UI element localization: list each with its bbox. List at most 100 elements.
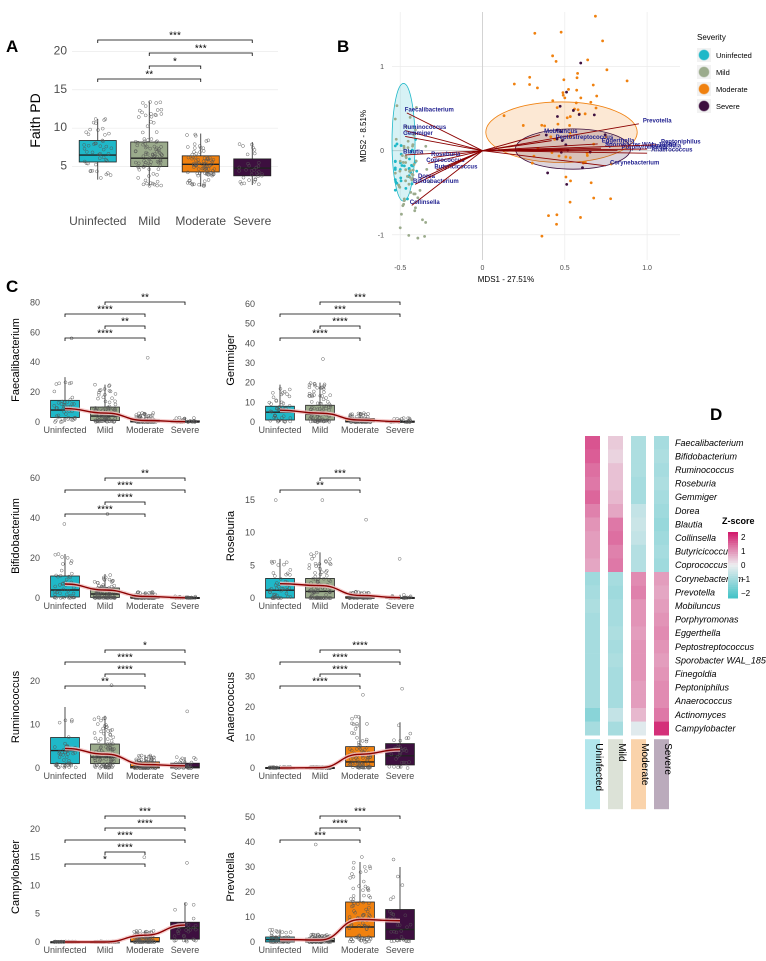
data-point bbox=[279, 596, 283, 600]
row-label-finegoldia: Finegoldia bbox=[675, 669, 717, 679]
data-point bbox=[407, 939, 411, 944]
data-point bbox=[244, 168, 248, 172]
outlier-point bbox=[109, 683, 114, 687]
point-mild bbox=[395, 104, 399, 108]
data-point bbox=[201, 166, 206, 170]
scale-title: Z-score bbox=[722, 516, 755, 526]
data-point bbox=[314, 564, 318, 568]
significance-bracket bbox=[319, 827, 361, 831]
heat-cell bbox=[654, 449, 669, 464]
data-point bbox=[107, 389, 112, 393]
data-point bbox=[154, 147, 158, 152]
data-point bbox=[82, 143, 86, 147]
data-point bbox=[277, 596, 281, 600]
data-point bbox=[211, 158, 216, 162]
data-point bbox=[368, 937, 373, 941]
scale-swatch bbox=[728, 551, 738, 555]
data-point bbox=[146, 161, 151, 166]
point-uninfected bbox=[399, 176, 403, 180]
significance-bracket bbox=[104, 673, 146, 677]
point-moderate bbox=[543, 124, 547, 128]
significance-bracket bbox=[319, 325, 361, 329]
scale-swatch bbox=[728, 556, 738, 559]
data-point bbox=[52, 940, 57, 944]
heat-cell bbox=[608, 436, 623, 450]
data-point bbox=[97, 594, 101, 598]
data-point bbox=[392, 939, 396, 943]
data-point bbox=[97, 584, 101, 588]
point-moderate bbox=[557, 154, 561, 158]
data-point bbox=[254, 165, 258, 170]
data-point bbox=[95, 762, 99, 767]
data-point bbox=[208, 163, 212, 167]
data-point bbox=[152, 144, 157, 149]
significance-bracket bbox=[64, 337, 146, 341]
point-moderate bbox=[586, 58, 590, 62]
data-point bbox=[113, 392, 118, 396]
data-point bbox=[398, 765, 403, 769]
data-point bbox=[193, 596, 197, 600]
data-point bbox=[92, 717, 97, 721]
data-point bbox=[101, 139, 105, 144]
data-point bbox=[105, 159, 109, 163]
data-point bbox=[145, 181, 149, 186]
data-point bbox=[99, 176, 103, 180]
data-point bbox=[197, 161, 201, 165]
data-point bbox=[212, 167, 217, 171]
row-label-butyricicoccus: Butyricicoccus bbox=[675, 547, 733, 557]
data-point bbox=[155, 108, 160, 112]
data-point bbox=[252, 168, 256, 172]
data-point bbox=[205, 157, 209, 161]
data-point bbox=[60, 399, 64, 404]
data-point bbox=[271, 596, 275, 600]
data-point bbox=[142, 137, 147, 141]
data-point bbox=[242, 181, 246, 186]
point-moderate bbox=[594, 106, 598, 110]
data-point bbox=[355, 736, 359, 740]
data-point bbox=[67, 595, 72, 599]
heat-cell bbox=[631, 612, 646, 627]
data-point bbox=[272, 415, 276, 420]
point-uninfected bbox=[402, 164, 406, 168]
data-point bbox=[172, 934, 177, 938]
data-point bbox=[367, 905, 371, 910]
data-point bbox=[103, 765, 107, 769]
significance-label: ** bbox=[101, 677, 109, 688]
point-mild bbox=[393, 171, 397, 175]
data-point bbox=[362, 748, 367, 752]
significance-label: **** bbox=[352, 641, 368, 652]
panel-a-faith-pd: 5 10 15 20 Faith PD Uninfected Mild Moderate Sev… bbox=[27, 31, 278, 228]
data-point bbox=[88, 169, 93, 173]
vector-label-eggerthella: Eggerthella bbox=[602, 138, 635, 144]
data-point bbox=[351, 894, 356, 898]
data-point bbox=[315, 386, 319, 390]
data-point bbox=[268, 928, 272, 932]
data-point bbox=[288, 419, 292, 424]
data-point bbox=[148, 755, 153, 759]
point-mild bbox=[423, 234, 426, 238]
data-point bbox=[246, 161, 250, 166]
data-point bbox=[145, 152, 150, 156]
significance-bracket bbox=[148, 52, 253, 56]
data-point bbox=[53, 552, 58, 557]
scale-swatch bbox=[728, 567, 738, 570]
panel-b-mds-biplot: -0.5 0 0.5 1.0 -1 0 1 MDS1 - 27.51% MDS2 - 8.51%… bbox=[359, 12, 752, 284]
y-tick-label: 20 bbox=[30, 387, 40, 397]
scale-swatch bbox=[728, 584, 738, 588]
x-tick-label-uninfected: Uninfected bbox=[258, 771, 301, 781]
data-point bbox=[210, 172, 214, 177]
data-point bbox=[184, 902, 188, 906]
data-point bbox=[394, 930, 399, 935]
data-point bbox=[103, 393, 107, 397]
data-point bbox=[308, 394, 312, 398]
heat-cell bbox=[608, 626, 623, 641]
data-point bbox=[98, 417, 103, 421]
point-mild bbox=[398, 185, 402, 189]
y-axis-label: Prevotella bbox=[225, 852, 237, 902]
vector-label-roseburia: Roseburia bbox=[431, 152, 461, 158]
data-point bbox=[194, 927, 198, 932]
scale-swatch bbox=[728, 589, 738, 592]
data-point bbox=[143, 142, 147, 146]
y-tick-label: 1 bbox=[380, 64, 384, 71]
y-tick-label: 0 bbox=[35, 593, 40, 603]
